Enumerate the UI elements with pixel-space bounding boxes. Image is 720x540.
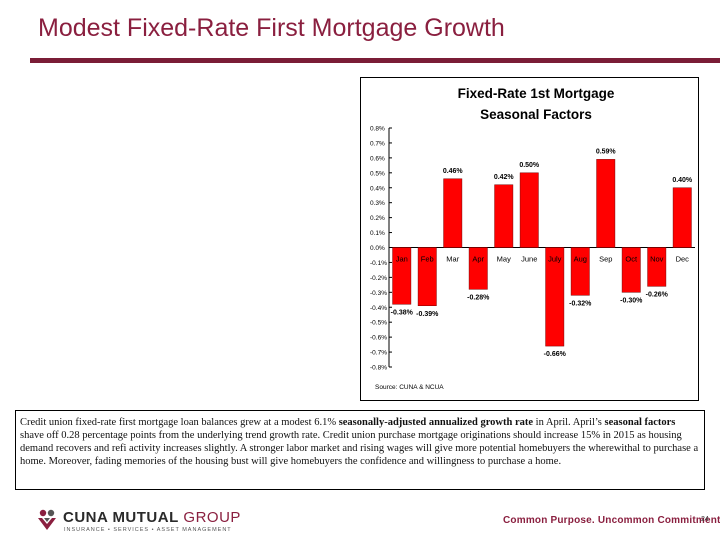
y-tick-label: -0.6% [370,335,387,342]
y-tick-label: 0.3% [370,200,385,207]
y-tick-label: -0.4% [370,305,387,312]
y-tick-label: 0.4% [370,185,385,192]
bar-july [545,247,565,347]
bar-may [494,184,514,248]
y-tick-label: -0.1% [370,260,387,267]
logo-name-b: GROUP [178,509,241,526]
commentary-text-1: Credit union fixed-rate first mortgage l… [20,417,339,428]
category-label: Nov [650,255,664,264]
category-label: July [548,255,562,264]
y-tick-label: 0.7% [370,140,385,147]
bar-june [519,172,539,248]
y-tick-label: -0.8% [370,365,387,372]
category-label: Sep [599,255,612,264]
data-label: 0.46% [443,168,464,175]
y-tick-label: -0.7% [370,350,387,357]
logo-name-a: CUNA MUTUAL [63,509,179,526]
bars [392,159,692,347]
logo-emblem-icon [38,509,56,530]
data-labels: -0.38% -0.39% 0.46% -0.28% 0.42% 0.50% -0.66% -… [391,148,693,358]
category-label: Jan [396,255,408,264]
logo-wordmark: CUNA MUTUAL GROUP [63,509,241,526]
bar-oct [621,247,641,293]
chart-title-line1: Fixed-Rate 1st Mortgage [458,86,615,101]
data-label: -0.28% [467,294,490,301]
bar-sep [596,159,616,248]
y-tick-label: 0.6% [370,155,385,162]
chart-panel: Fixed-Rate 1st Mortgage Seasonal Factors… [360,77,699,401]
category-label: Oct [625,255,638,264]
data-label: -0.26% [646,291,669,298]
data-label: -0.30% [620,297,643,304]
footer-slogan: Common Purpose. Uncommon Commitment. [503,515,720,526]
chart-source: Source: CUNA & NCUA [375,384,444,391]
y-tick-label: -0.3% [370,290,387,297]
data-label: 0.42% [494,174,515,181]
commentary-bold-1: seasonally-adjusted annualized growth ra… [338,417,534,428]
bar-mar [443,178,463,248]
y-tick-label: 0.1% [370,230,385,237]
data-label: -0.39% [416,311,439,318]
category-label: Aug [574,255,587,264]
y-tick-label: -0.5% [370,320,387,327]
category-label: Feb [421,255,434,264]
title-divider [30,58,720,63]
y-tick-label: 0.0% [370,245,385,252]
category-label: Dec [676,255,690,264]
bar-feb [417,247,437,307]
category-label: Apr [472,255,484,264]
category-label: May [497,255,511,264]
slide-title: Modest Fixed-Rate First Mortgage Growth [38,14,505,42]
category-label: Mar [446,255,459,264]
data-label: 0.40% [672,177,693,184]
commentary-text-3: shave off 0.28 percentage points from th… [20,430,699,468]
data-label: 0.50% [519,162,540,169]
bar-dec [672,187,692,248]
commentary-bold-2: seasonal factors [604,417,676,428]
seasonal-factors-chart: Fixed-Rate 1st Mortgage Seasonal Factors… [370,86,695,391]
commentary-text-2: in April. April’s [533,417,605,428]
data-label: -0.32% [569,300,592,307]
bar-jan [392,247,412,305]
data-label: 0.59% [596,148,617,155]
y-tick-label: 0.2% [370,215,385,222]
category-labels: Jan Feb Mar Apr May June July Aug Sep Oct Nov Dec [396,255,689,264]
chart-title-line2: Seasonal Factors [480,107,592,122]
data-label: -0.66% [544,351,567,358]
y-tick-label: 0.8% [370,126,385,133]
category-label: June [521,255,537,264]
logo-tagline: INSURANCE • SERVICES • ASSET MANAGEMENT [64,527,232,533]
bar-nov [647,247,667,287]
data-label: -0.38% [391,309,414,316]
slide-footer: CUNA MUTUAL GROUP INSURANCE • SERVICES •… [0,502,720,540]
y-axis-ticks: 0.8% 0.7% 0.6% 0.5% 0.4% 0.3% 0.2% 0.1% 0.0% -0.1… [370,126,392,372]
commentary-box: Credit union fixed-rate first mortgage l… [15,410,705,490]
bar-apr [468,247,488,290]
page-number: 24 [701,516,709,523]
y-tick-label: -0.2% [370,275,387,282]
y-tick-label: 0.5% [370,170,385,177]
bar-aug [570,247,590,296]
